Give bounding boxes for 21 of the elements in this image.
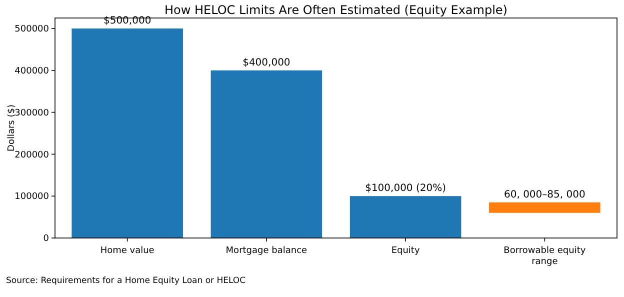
y-axis-title: Dollars ($) xyxy=(7,104,17,152)
bar xyxy=(210,70,322,238)
data-label: $100,000 (20%) xyxy=(365,183,446,194)
data-label: $500,000 xyxy=(103,15,152,26)
x-tick-label: Mortgage balance xyxy=(226,246,308,256)
x-tick-label: Home value xyxy=(100,246,155,256)
bar xyxy=(489,202,600,213)
y-tick-label: 500000 xyxy=(14,24,50,35)
y-tick-label: 400000 xyxy=(14,66,50,77)
bar xyxy=(72,28,183,238)
source-note: Source: Requirements for a Home Equity Loan or HELOC xyxy=(6,276,246,286)
x-tick-label: Borrowable equity range xyxy=(504,246,586,267)
x-tick-label: Equity xyxy=(391,246,420,256)
data-label: $400,000 xyxy=(242,57,290,68)
bar xyxy=(350,196,462,238)
y-tick-label: 300000 xyxy=(14,108,50,118)
chart-title: How HELOC Limits Are Often Estimated (Equity Example) xyxy=(164,3,508,17)
y-tick-label: 200000 xyxy=(14,150,50,160)
y-tick-label: 100000 xyxy=(14,192,50,202)
y-tick-label: 0 xyxy=(43,234,50,244)
annotation: 60, 000–85, 000 xyxy=(504,189,586,200)
